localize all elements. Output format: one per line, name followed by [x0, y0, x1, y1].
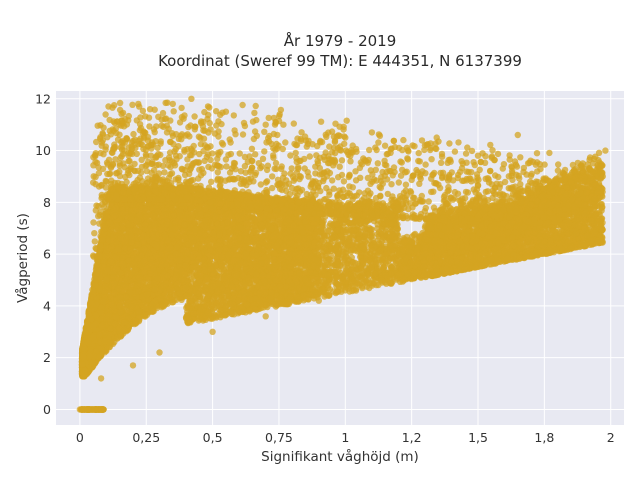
chart-title: År 1979 - 2019 [284, 31, 397, 50]
chart-subtitle: Koordinat (Sweref 99 TM): E 444351, N 61… [158, 52, 522, 70]
data-points [76, 95, 609, 413]
